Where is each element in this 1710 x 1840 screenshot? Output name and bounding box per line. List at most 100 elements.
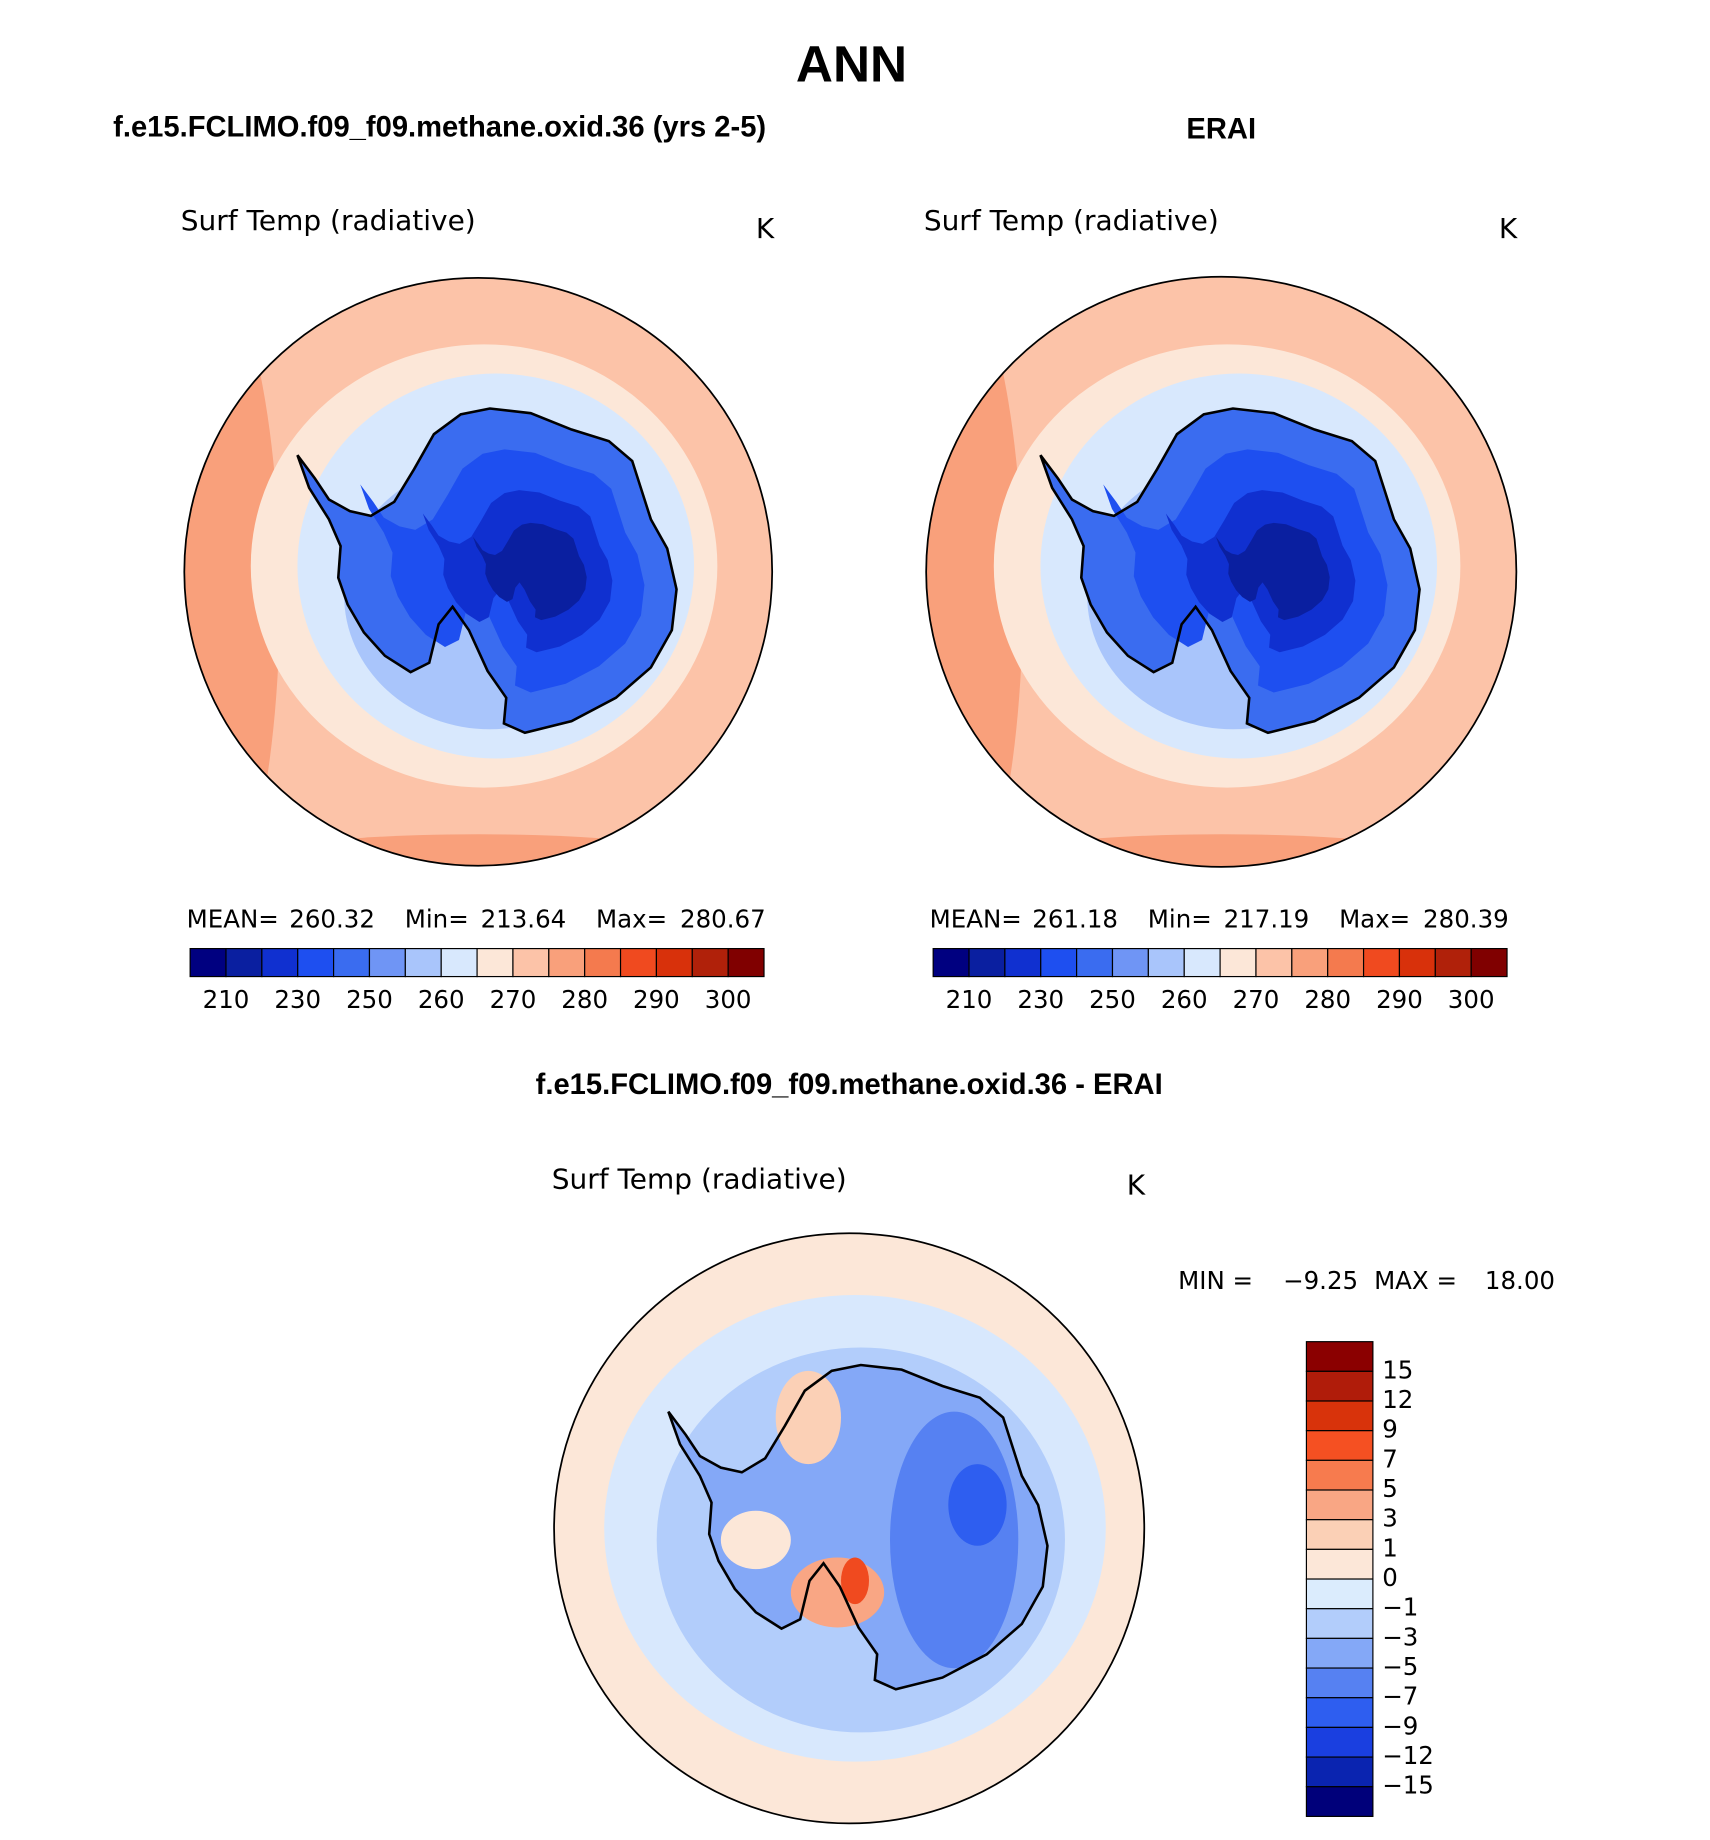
panel-title: f.e15.FCLIMO.f09_f09.methane.oxid.36 - E… — [536, 1069, 1163, 1101]
units-label: K — [1127, 1169, 1146, 1202]
cool-core — [889, 1411, 1019, 1669]
colorbar-label: −9 — [1382, 1711, 1418, 1740]
colorbar-label: 210 — [203, 985, 250, 1014]
colorbar-label: 300 — [1448, 985, 1495, 1014]
colorbar-box — [619, 947, 657, 978]
figure-title: ANN — [796, 35, 907, 92]
stat-text: 261.18 — [1032, 905, 1118, 934]
colorbar-box — [655, 947, 693, 978]
stat-text: 260.32 — [289, 905, 375, 934]
colorbar-label: −15 — [1382, 1771, 1434, 1800]
colorbar-box — [512, 947, 550, 978]
colorbar-box — [1305, 1786, 1374, 1817]
stat-text: Min= — [405, 905, 469, 934]
colorbar-box — [548, 947, 586, 978]
units-label: K — [756, 212, 775, 245]
stat-text: 280.67 — [680, 905, 766, 934]
stat-text: Max= — [596, 905, 667, 934]
colorbar-label: 290 — [633, 985, 680, 1014]
map-outline — [925, 275, 1518, 868]
colorbar-label: 270 — [490, 985, 537, 1014]
colorbar-label: 280 — [561, 985, 608, 1014]
colorbar-box — [1305, 1667, 1374, 1699]
warm-patch — [775, 1370, 842, 1465]
panel-title: f.e15.FCLIMO.f09_f09.methane.oxid.36 (yr… — [113, 111, 766, 143]
colorbar-box — [1305, 1400, 1374, 1432]
colorbar-label: 12 — [1382, 1385, 1413, 1414]
colorbar-box — [440, 947, 478, 978]
colorbar-label: 9 — [1382, 1415, 1398, 1444]
colorbar-label: 7 — [1382, 1444, 1398, 1473]
warm-patch — [841, 1557, 869, 1605]
land-contour — [472, 522, 587, 621]
colorbar-box — [261, 947, 299, 978]
variable-label: Surf Temp (radiative) — [552, 1163, 847, 1196]
colorbar-box — [1255, 947, 1293, 978]
colorbar-box — [1040, 947, 1078, 978]
colorbar-box — [1305, 1548, 1374, 1580]
colorbar-label: −1 — [1382, 1593, 1418, 1622]
colorbar-label: 290 — [1376, 985, 1423, 1014]
colorbar-label: 250 — [1089, 985, 1136, 1014]
colorbar-box — [1305, 1430, 1374, 1461]
colorbar-box — [1291, 947, 1329, 978]
colorbar-box — [691, 947, 729, 978]
coastline — [1039, 407, 1421, 735]
stat-text: 213.64 — [481, 905, 567, 934]
colorbar-box — [1470, 947, 1508, 978]
variable-label: Surf Temp (radiative) — [181, 204, 476, 237]
colorbar-box — [1327, 947, 1365, 978]
colorbar-box — [368, 947, 406, 978]
stat-text: −9.25 — [1283, 1266, 1358, 1295]
colorbar-box — [1305, 1459, 1374, 1491]
colorbar-box — [968, 947, 1006, 978]
stat-text: 18.00 — [1485, 1266, 1555, 1295]
coastline — [296, 407, 678, 735]
colorbar-box — [932, 947, 970, 978]
colorbar-box — [225, 947, 263, 978]
stat-text: MAX = — [1374, 1266, 1457, 1295]
colorbar-label: 280 — [1304, 985, 1351, 1014]
units-label: K — [1499, 212, 1518, 245]
map — [926, 276, 1517, 867]
colorbar-box — [1147, 947, 1185, 978]
colorbar-label: 210 — [946, 985, 993, 1014]
map-outline — [553, 1232, 1146, 1825]
colorbar-label: −5 — [1382, 1652, 1418, 1681]
stat-text: MIN = — [1178, 1266, 1253, 1295]
map — [554, 1233, 1145, 1824]
colorbar-box — [404, 947, 442, 978]
colorbar-box — [1398, 947, 1436, 978]
colorbar-label: 15 — [1382, 1355, 1413, 1384]
variable-label: Surf Temp (radiative) — [924, 204, 1219, 237]
colorbar-label: −12 — [1382, 1741, 1434, 1770]
colorbar-box — [584, 947, 622, 978]
colorbar-label: 0 — [1382, 1563, 1398, 1592]
colorbar-box — [1305, 1370, 1374, 1402]
stat-text: MEAN= — [187, 905, 279, 934]
colorbar-box — [1305, 1726, 1374, 1758]
colorbar-box — [1434, 947, 1472, 978]
colorbar-box — [1305, 1578, 1374, 1610]
map-outline — [183, 277, 774, 867]
warm-patch — [720, 1510, 791, 1570]
colorbar-box — [297, 947, 335, 978]
colorbar-box — [1183, 947, 1221, 978]
colorbar-box — [1076, 947, 1114, 978]
colorbar-label: 260 — [1161, 985, 1208, 1014]
colorbar-label: 260 — [418, 985, 465, 1014]
colorbar-label: 270 — [1233, 985, 1280, 1014]
stat-text: 280.39 — [1423, 905, 1509, 934]
colorbar-box — [1305, 1637, 1374, 1669]
colorbar-label: 3 — [1382, 1504, 1398, 1533]
land-contour — [1216, 522, 1330, 621]
coastline — [667, 1363, 1049, 1691]
colorbar-box — [1305, 1608, 1374, 1639]
stat-text: MEAN= — [930, 905, 1022, 934]
colorbar-box — [1305, 1756, 1374, 1788]
colorbar-box — [1362, 947, 1401, 978]
colorbar-box — [1305, 1519, 1374, 1550]
colorbar-box — [1305, 1341, 1374, 1372]
colorbar-box — [1305, 1697, 1374, 1728]
